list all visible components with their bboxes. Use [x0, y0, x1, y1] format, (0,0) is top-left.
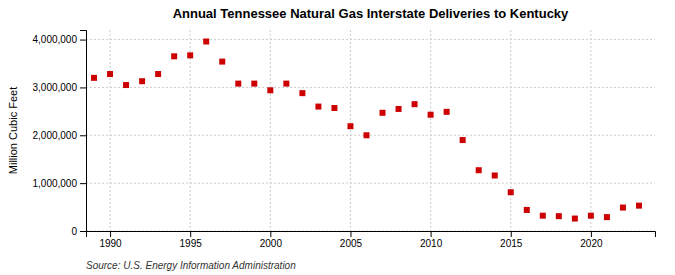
- data-point: [347, 123, 353, 129]
- data-point: [492, 172, 498, 178]
- grid: [86, 30, 655, 231]
- grid-line-y: [86, 39, 655, 40]
- y-axis-title: Million Cubic Feet: [7, 87, 19, 174]
- data-point: [187, 52, 193, 58]
- x-tick-label: 1990: [99, 238, 122, 249]
- x-tick: 1995: [180, 231, 203, 249]
- data-point: [299, 90, 305, 96]
- data-point: [380, 110, 386, 116]
- data-point: [235, 81, 241, 87]
- data-point: [572, 216, 578, 222]
- data-point: [524, 207, 530, 213]
- data-point: [251, 81, 257, 87]
- x-tick: 1990: [99, 231, 122, 249]
- data-point: [331, 105, 337, 111]
- x-tick: 2015: [500, 231, 523, 249]
- chart: 1990 1995 2000 2005 2010 2015 2020 0 1,000,000 2,…: [0, 0, 675, 275]
- x-tick-label: 1995: [180, 238, 203, 249]
- marks: [91, 38, 642, 221]
- data-point: [396, 106, 402, 112]
- data-point: [412, 101, 418, 107]
- y-tick-label: 4,000,000: [33, 34, 78, 45]
- data-point: [91, 75, 97, 81]
- y-tick-mark: [80, 135, 86, 136]
- data-point: [363, 132, 369, 138]
- grid-line-y: [86, 87, 655, 88]
- y-tick-mark: [80, 231, 86, 232]
- grid-line-y: [86, 135, 655, 136]
- data-point: [139, 78, 145, 84]
- y-tick-label: 3,000,000: [33, 82, 78, 93]
- y-tick-mark: [80, 183, 86, 184]
- grid-line-x: [190, 30, 191, 231]
- y-tick-label: 0: [71, 226, 77, 237]
- data-point: [123, 82, 129, 88]
- data-point: [267, 87, 273, 93]
- data-point: [428, 112, 434, 118]
- title: Annual Tennessee Natural Gas Interstate …: [173, 6, 569, 21]
- data-point: [460, 137, 466, 143]
- x-tick-mark: [270, 231, 271, 237]
- y-tick-mark: [80, 87, 86, 88]
- x-tick-label: 2005: [340, 238, 363, 249]
- x-tick-label: 2015: [500, 238, 523, 249]
- x-tick: 2010: [420, 231, 443, 249]
- annotation: Source: U.S. Energy Information Administ…: [86, 260, 296, 271]
- x-axis: 1990 1995 2000 2005 2010 2015 2020: [87, 231, 656, 249]
- grid-line-x: [430, 30, 431, 231]
- x-tick-mark: [431, 231, 432, 237]
- data-point: [604, 214, 610, 220]
- x-tick-mark: [350, 231, 351, 237]
- x-tick-label: 2000: [260, 238, 283, 249]
- x-tick: 2000: [260, 231, 283, 249]
- grid-line-y: [86, 183, 655, 184]
- grid-line-x: [110, 30, 111, 231]
- y-tick-mark: [80, 40, 86, 41]
- data-point: [540, 213, 546, 219]
- data-point: [155, 71, 161, 77]
- data-point: [107, 71, 113, 77]
- data-point: [588, 213, 594, 219]
- y-tick: 0: [71, 226, 86, 237]
- grid-line-x: [590, 30, 591, 231]
- y-tick: 4,000,000: [33, 34, 87, 45]
- y-tick-label: 2,000,000: [33, 130, 78, 141]
- x-tick-mark: [511, 231, 512, 237]
- data-point: [636, 203, 642, 209]
- y-axis: 0 1,000,000 2,000,000 3,000,000 4,000,000: [33, 31, 87, 237]
- grid-line-x: [510, 30, 511, 231]
- data-point: [556, 213, 562, 219]
- data-point: [476, 167, 482, 173]
- x-tick: 2020: [580, 231, 603, 249]
- y-tick: 1,000,000: [33, 178, 87, 189]
- x-tick-label: 2020: [580, 238, 603, 249]
- grid-line-x: [270, 30, 271, 231]
- y-tick-label: 1,000,000: [33, 178, 78, 189]
- data-point: [171, 53, 177, 59]
- x-tick-mark: [110, 231, 111, 237]
- y-tick: 3,000,000: [33, 82, 87, 93]
- data-point: [444, 109, 450, 115]
- data-point: [219, 59, 225, 65]
- data-point: [203, 38, 209, 44]
- x-tick: 2005: [340, 231, 363, 249]
- x-tick-mark: [190, 231, 191, 237]
- plot: 1990 1995 2000 2005 2010 2015 2020 0 1,000,000 2,…: [33, 30, 656, 249]
- x-tick-mark: [591, 231, 592, 237]
- data-point: [315, 104, 321, 110]
- y-tick: 2,000,000: [33, 130, 87, 141]
- data-point: [283, 81, 289, 87]
- data-point: [620, 205, 626, 211]
- grid-line-x: [350, 30, 351, 231]
- x-tick-label: 2010: [420, 238, 443, 249]
- y-axis-line: [80, 31, 87, 232]
- data-point: [508, 189, 514, 195]
- x-axis-line: [87, 232, 656, 238]
